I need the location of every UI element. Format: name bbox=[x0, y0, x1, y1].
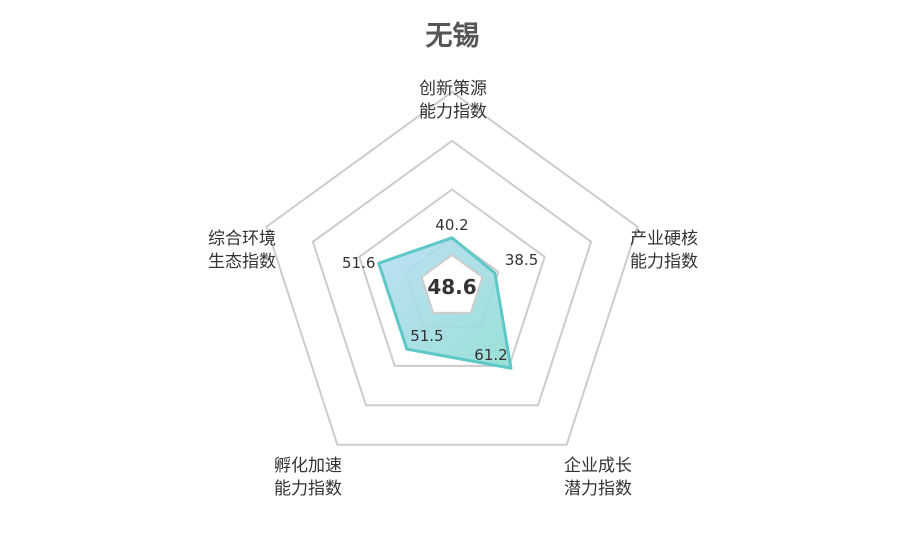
axis-label-line: 能力指数 bbox=[630, 252, 698, 272]
radar-labels: 48.640.238.561.251.551.6创新策源能力指数产业硬核能力指数… bbox=[208, 79, 698, 499]
radar-grid-ring bbox=[358, 188, 546, 367]
center-pentagon bbox=[420, 253, 484, 314]
axis-label: 综合环境生态指数 bbox=[208, 229, 276, 272]
axis-label-line: 企业成长 bbox=[564, 456, 632, 476]
chart-title: 无锡 bbox=[425, 21, 480, 52]
axis-label-line: 生态指数 bbox=[208, 252, 276, 272]
radar-grid-ring bbox=[311, 139, 593, 407]
axis-label-line: 创新策源 bbox=[419, 79, 487, 99]
data-value-label: 40.2 bbox=[435, 216, 468, 234]
axis-label: 创新策源能力指数 bbox=[419, 79, 487, 122]
axis-label-line: 能力指数 bbox=[274, 479, 342, 499]
axis-label-line: 潜力指数 bbox=[564, 479, 632, 499]
radar-grid bbox=[265, 90, 639, 446]
axis-label: 产业硬核能力指数 bbox=[630, 229, 698, 272]
axis-label-line: 综合环境 bbox=[208, 229, 276, 249]
center-value: 48.6 bbox=[427, 275, 476, 299]
radar-series bbox=[377, 236, 513, 370]
data-value-label: 38.5 bbox=[505, 251, 538, 269]
axis-label-line: 孵化加速 bbox=[274, 456, 342, 476]
data-value-label: 51.6 bbox=[342, 254, 375, 272]
axis-label: 孵化加速能力指数 bbox=[274, 456, 342, 499]
data-value-label: 51.5 bbox=[410, 327, 443, 345]
data-value-label: 61.2 bbox=[474, 346, 507, 364]
axis-label-line: 产业硬核 bbox=[630, 229, 698, 249]
axis-label-line: 能力指数 bbox=[419, 102, 487, 122]
radar-grid-ring bbox=[265, 90, 639, 446]
axis-label: 企业成长潜力指数 bbox=[564, 456, 632, 499]
